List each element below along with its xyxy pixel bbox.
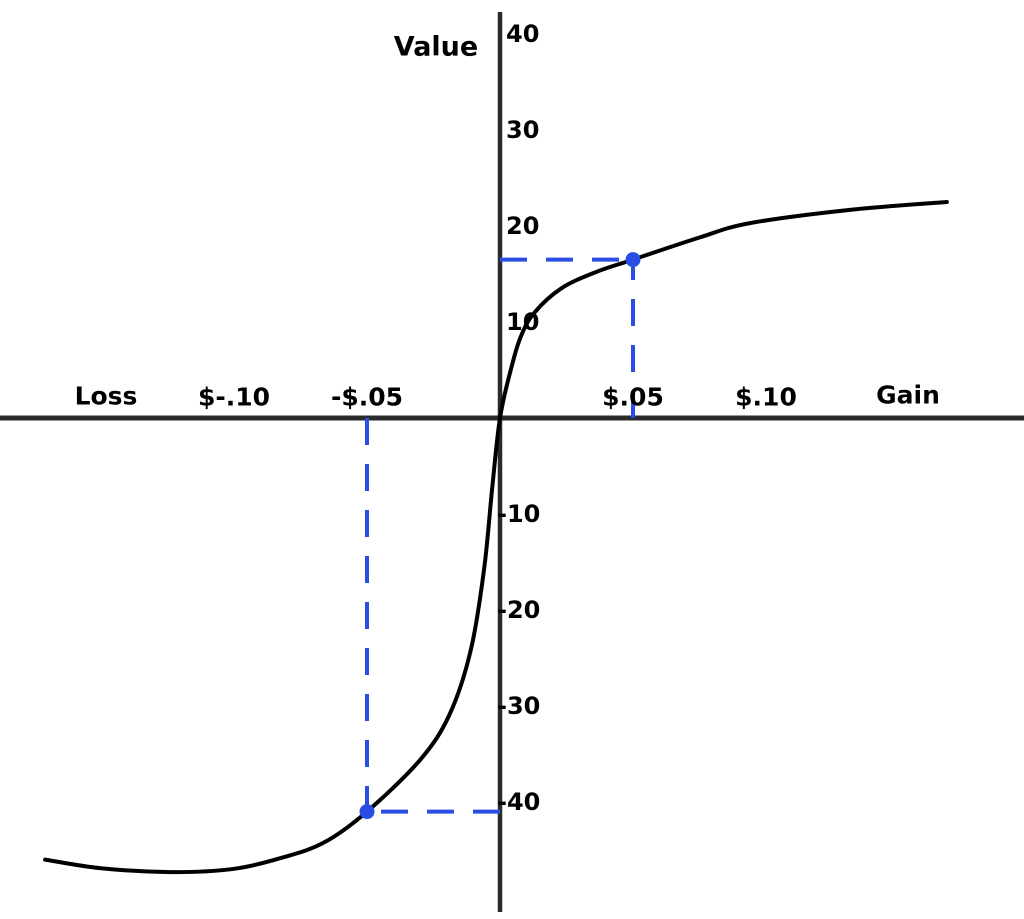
highlight-point <box>359 804 375 820</box>
highlight-point <box>625 252 641 268</box>
x-tick-label: -$.05 <box>330 382 404 412</box>
x-tick-label: $-.10 <box>197 382 271 412</box>
y-axis-title: Value <box>393 31 479 63</box>
x-axis-gain-label: Gain <box>876 380 940 410</box>
y-tick-label: -20 <box>497 596 541 624</box>
x-tick-label: $.10 <box>735 382 797 412</box>
x-axis-loss-label: Loss <box>74 381 138 411</box>
value-function-curve <box>43 200 949 875</box>
y-tick-label: -10 <box>497 500 541 528</box>
y-tick-label: -30 <box>497 692 541 720</box>
y-tick-label: 40 <box>506 20 540 48</box>
y-tick-label: -40 <box>497 788 541 816</box>
y-tick-label: 30 <box>506 116 540 144</box>
y-tick-label: 10 <box>506 308 540 336</box>
x-tick-label: $.05 <box>602 382 664 412</box>
y-tick-label: 20 <box>506 212 540 240</box>
